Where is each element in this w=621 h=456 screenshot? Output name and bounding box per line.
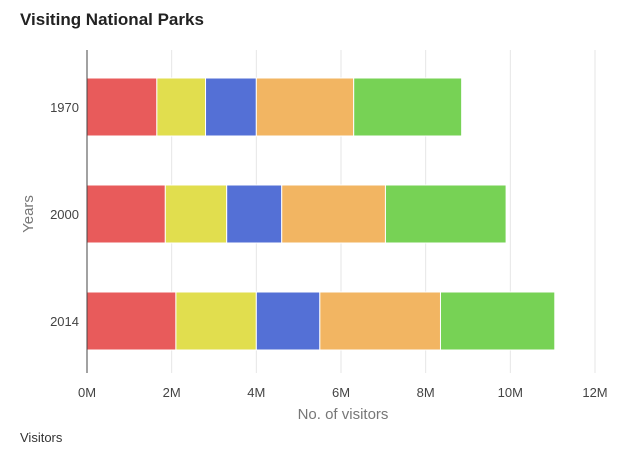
bar-segment[interactable] [205,77,257,137]
x-axis-ticks: 0M 2M 4M 6M 8M 10M 12M [78,385,608,400]
x-tick-label: 8M [417,385,435,400]
bar-segment[interactable] [384,184,507,244]
chart-title: Visiting National Parks [20,10,204,29]
bar-segment[interactable] [226,184,283,244]
bar-segment[interactable] [164,184,228,244]
x-tick-label: 10M [498,385,523,400]
bar-segment[interactable] [255,291,321,351]
x-tick-label: 12M [582,385,607,400]
bar-segment[interactable] [86,291,177,351]
x-tick-label: 2M [163,385,181,400]
bar-segment[interactable] [156,77,207,137]
bar-segment[interactable] [319,291,441,351]
bar-segment[interactable] [353,77,463,137]
x-tick-label: 6M [332,385,350,400]
bars [86,77,556,351]
y-axis-title: Years [20,195,37,233]
bar-segment[interactable] [281,184,386,244]
y-tick-label: 2014 [50,314,79,329]
bar-segment[interactable] [175,291,257,351]
legend-title: Visitors [20,430,63,445]
x-tick-label: 4M [247,385,265,400]
bar-segment[interactable] [439,291,556,351]
x-axis-title: No. of visitors [298,406,389,423]
y-axis: 1970 2000 2014 [50,50,88,373]
bar-segment[interactable] [86,77,158,137]
bar-segment[interactable] [255,77,355,137]
bar-segment[interactable] [86,184,166,244]
x-tick-label: 0M [78,385,96,400]
y-tick-label: 1970 [50,100,79,115]
y-tick-label: 2000 [50,207,79,222]
